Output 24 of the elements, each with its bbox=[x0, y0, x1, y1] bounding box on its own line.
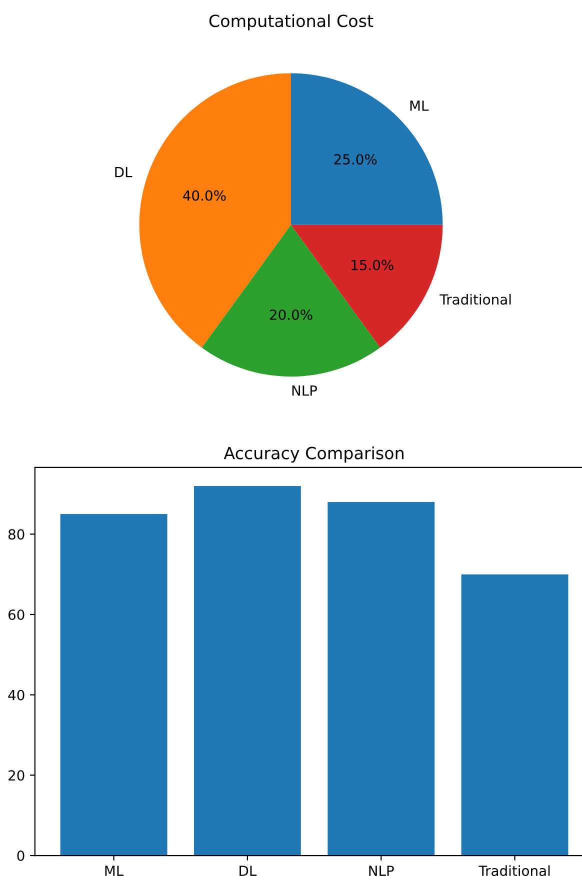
x-tick-label: ML bbox=[105, 866, 124, 876]
bar bbox=[194, 486, 301, 856]
y-tick-label: 0 bbox=[17, 850, 24, 862]
x-tick-label: DL bbox=[240, 866, 257, 876]
data-label: 20.0% bbox=[270, 309, 312, 320]
chart-title: Computational Cost bbox=[209, 14, 374, 30]
data-label: 25.0% bbox=[334, 154, 377, 165]
data-label: 15.0% bbox=[352, 260, 394, 270]
slice-label: DL bbox=[115, 167, 132, 178]
x-tick-label: NLP bbox=[369, 866, 394, 876]
slice-label: Traditional bbox=[440, 294, 511, 305]
slice-label: ML bbox=[410, 100, 429, 111]
bar bbox=[60, 514, 168, 856]
x-tick-label: Traditional bbox=[478, 865, 550, 876]
data-label: 40.0% bbox=[183, 190, 226, 201]
chart-title: Accuracy Comparison bbox=[224, 446, 404, 463]
y-tick-label: 40 bbox=[8, 690, 24, 700]
y-tick-label: 80 bbox=[8, 529, 24, 540]
bar bbox=[461, 574, 568, 856]
y-tick-label: 20 bbox=[8, 770, 24, 781]
bar bbox=[328, 502, 435, 856]
y-tick-label: 60 bbox=[8, 609, 24, 620]
slice-label: NLP bbox=[292, 385, 318, 396]
pie-slice bbox=[291, 73, 443, 225]
